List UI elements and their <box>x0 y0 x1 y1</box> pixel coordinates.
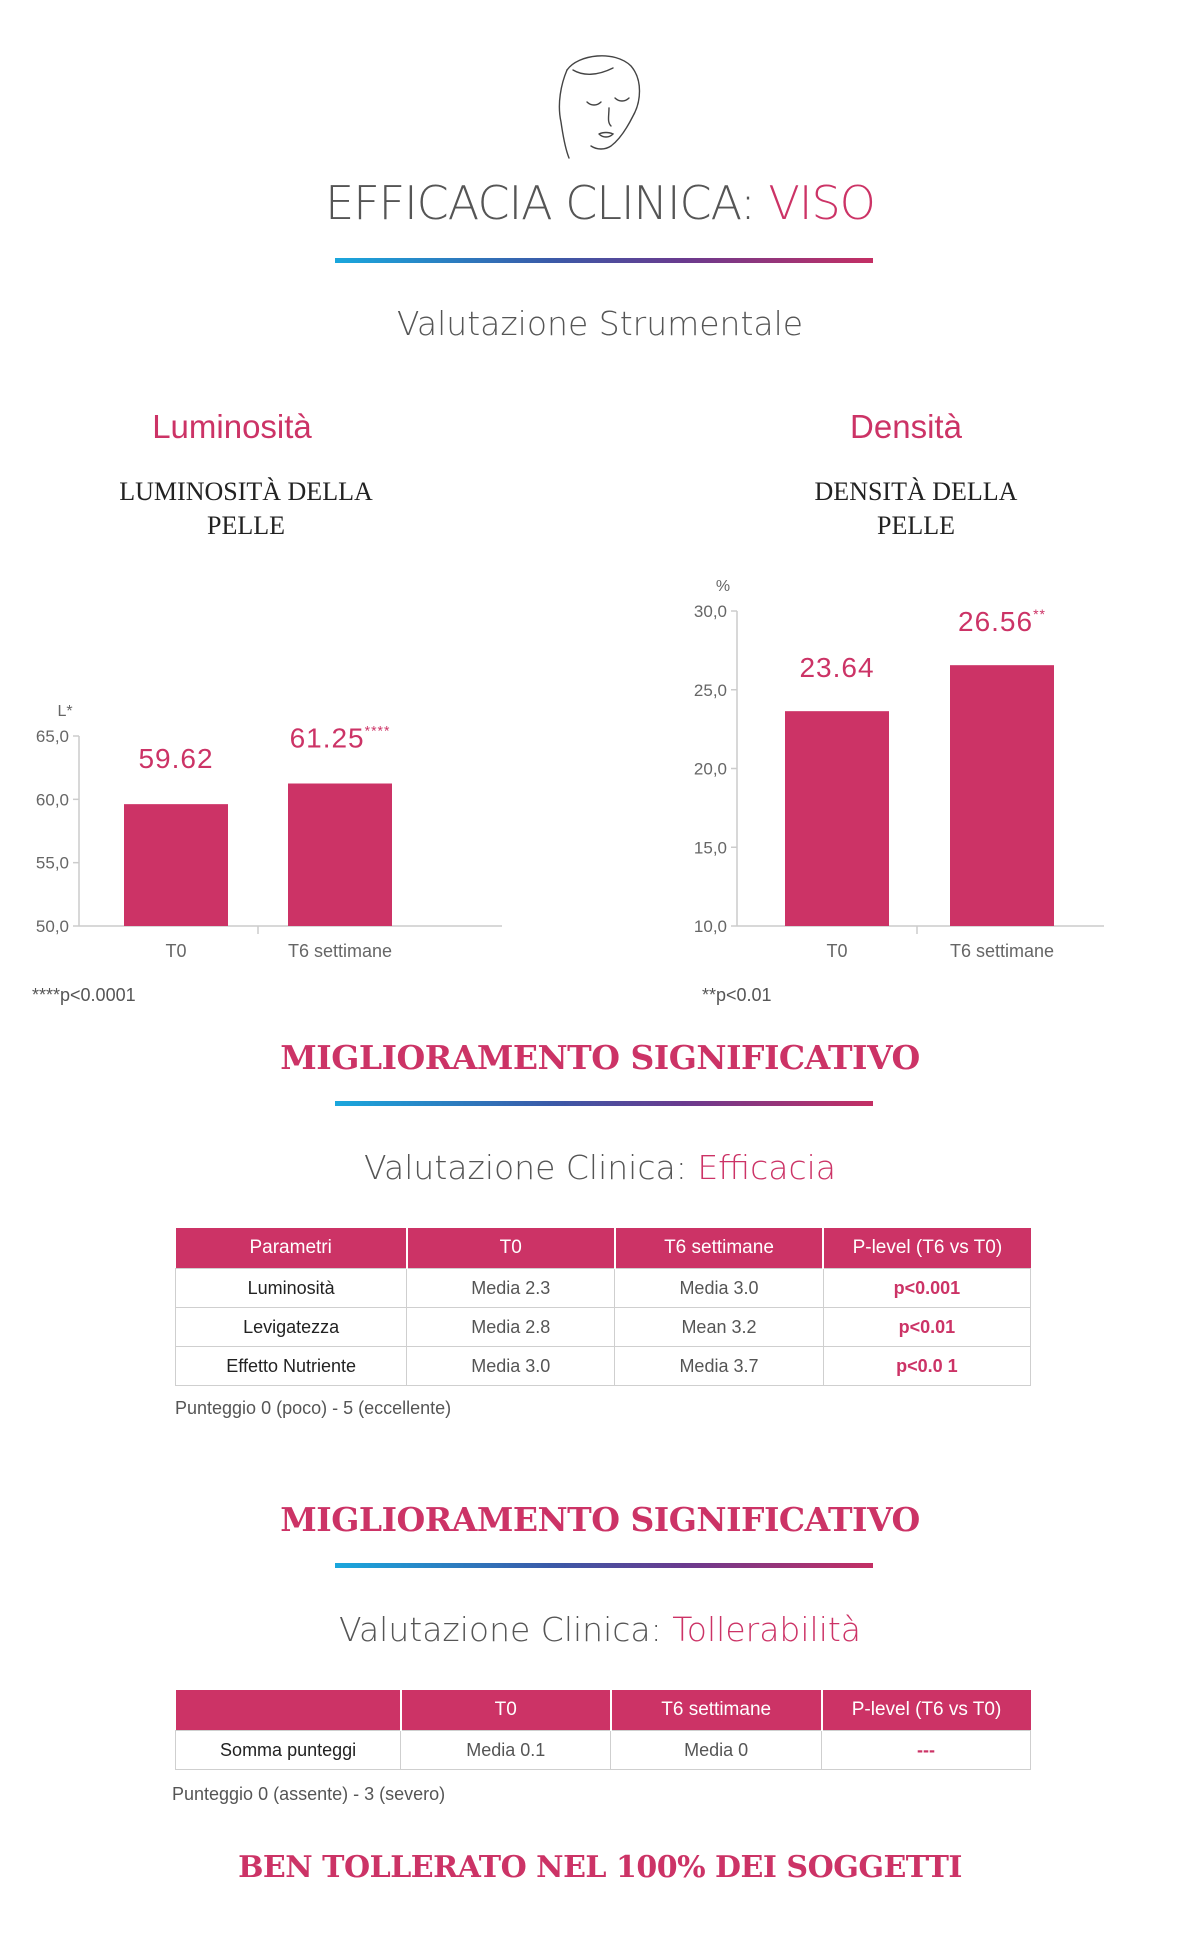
table-cell: Mean 3.2 <box>614 1307 824 1347</box>
face-outline-icon <box>558 55 641 159</box>
column-header: T0 <box>400 1690 612 1731</box>
table-cell: --- <box>821 1730 1031 1770</box>
luminosity-footnote: ****p<0.0001 <box>32 985 136 1005</box>
x-tick-label: T6 settimane <box>288 941 392 961</box>
data-label: 59.62 <box>138 743 213 774</box>
y-tick-label: 55,0 <box>36 854 69 873</box>
table-cell: Somma punteggi <box>174 1730 402 1770</box>
table-row: Levigatezza Media 2.8 Mean 3.2 p<0.01 <box>174 1307 1032 1347</box>
bar <box>785 711 889 926</box>
y-tick-label: 10,0 <box>694 917 727 936</box>
luminosity-chart-title: LUMINOSITÀ DELLA PELLE <box>66 475 426 543</box>
gradient-divider <box>335 1563 873 1568</box>
table-cell: Media 3.7 <box>614 1346 824 1386</box>
column-header: P-level (T6 vs T0) <box>821 1690 1031 1731</box>
y-tick-label: 15,0 <box>694 838 727 857</box>
table-cell: Media 0 <box>610 1730 823 1770</box>
column-header: P-level (T6 vs T0) <box>823 1228 1031 1269</box>
luminosity-chart-title-line2: PELLE <box>207 511 285 540</box>
density-chart-title-line2: PELLE <box>877 511 955 540</box>
data-label: 23.64 <box>799 652 874 683</box>
gradient-divider <box>335 1101 873 1106</box>
efficacy-subtitle: Valutazione Clinica: Efficacia <box>0 1148 1200 1187</box>
table-header-row: T0 T6 settimane P-level (T6 vs T0) <box>175 1690 1031 1731</box>
table-cell: Media 0.1 <box>400 1730 612 1770</box>
y-axis-label: % <box>716 578 730 595</box>
significance-marker: **** <box>365 723 391 739</box>
table-cell: p<0.01 <box>822 1307 1032 1347</box>
data-label: 26.56** <box>958 606 1046 637</box>
density-chart-title: DENSITÀ DELLA PELLE <box>736 475 1096 543</box>
improvement-banner: MIGLIORAMENTO SIGNIFICATIVO <box>280 1038 920 1077</box>
table-cell: p<0.0 1 <box>822 1346 1032 1386</box>
y-tick-label: 65,0 <box>36 727 69 746</box>
y-tick-label: 50,0 <box>36 917 69 936</box>
x-tick-label: T0 <box>826 941 847 961</box>
tolerability-subtitle: Valutazione Clinica: Tollerabilità <box>0 1610 1200 1649</box>
column-header: T6 settimane <box>610 1690 823 1731</box>
table-row: Luminosità Media 2.3 Media 3.0 p<0.001 <box>174 1268 1032 1308</box>
luminosity-heading: Luminosità <box>152 408 312 445</box>
tolerability-table: T0 T6 settimane P-level (T6 vs T0) Somma… <box>174 1690 1031 1770</box>
density-bar-chart: % 10,0 15,0 20,0 25,0 30,0 23.64 T0 26.56** T6 se… <box>694 578 1104 961</box>
instrumental-subtitle: Valutazione Strumentale <box>396 304 804 343</box>
density-heading: Densità <box>850 408 962 445</box>
table-cell: Media 3.0 <box>614 1268 824 1308</box>
table-cell: p<0.001 <box>822 1268 1032 1308</box>
table-cell: Effetto Nutriente <box>174 1346 408 1386</box>
luminosity-bar-chart: L* 50,0 55,0 60,0 65,0 59.62 T0 61.25**** T6 set… <box>36 703 502 961</box>
bar <box>124 804 228 926</box>
table-row: Effetto Nutriente Media 3.0 Media 3.7 p<… <box>174 1346 1032 1386</box>
gradient-divider <box>335 258 873 263</box>
bar <box>950 665 1054 926</box>
efficacy-subtitle-prefix: Valutazione Clinica: <box>364 1148 698 1187</box>
tolerability-scale-note: Punteggio 0 (assente) - 3 (severo) <box>172 1784 446 1804</box>
column-header: Parametri <box>175 1228 408 1269</box>
column-header: T0 <box>406 1228 616 1269</box>
data-label: 61.25**** <box>290 723 391 754</box>
tolerability-subtitle-prefix: Valutazione Clinica: <box>338 1610 673 1649</box>
table-cell: Media 2.8 <box>406 1307 616 1347</box>
efficacy-table: Parametri T0 T6 settimane P-level (T6 vs… <box>174 1228 1032 1386</box>
y-tick-label: 25,0 <box>694 681 727 700</box>
table-cell: Levigatezza <box>174 1307 408 1347</box>
bar <box>288 783 392 926</box>
luminosity-chart-title-line1: LUMINOSITÀ DELLA <box>119 477 373 506</box>
significance-marker: ** <box>1033 606 1046 622</box>
page-title: EFFICACIA CLINICA: VISO <box>0 176 1200 230</box>
column-header: T6 settimane <box>614 1228 825 1269</box>
y-tick-label: 60,0 <box>36 790 69 809</box>
improvement-banner: MIGLIORAMENTO SIGNIFICATIVO <box>280 1500 920 1539</box>
y-tick-label: 20,0 <box>694 760 727 779</box>
column-header <box>175 1690 402 1731</box>
page-title-accent: VISO <box>768 176 875 230</box>
page-title-prefix: EFFICACIA CLINICA: <box>325 176 769 230</box>
y-tick-label: 30,0 <box>694 602 727 621</box>
efficacy-subtitle-accent: Efficacia <box>697 1148 836 1187</box>
y-axis-label: L* <box>57 703 72 720</box>
tolerability-banner: BEN TOLLERATO NEL 100% DEI SOGGETTI <box>238 1850 962 1885</box>
efficacy-scale-note: Punteggio 0 (poco) - 5 (eccellente) <box>175 1398 452 1418</box>
x-tick-label: T0 <box>165 941 186 961</box>
table-header-row: Parametri T0 T6 settimane P-level (T6 vs… <box>175 1228 1031 1269</box>
x-tick-label: T6 settimane <box>950 941 1054 961</box>
tolerability-subtitle-accent: Tollerabilità <box>672 1610 862 1649</box>
table-cell: Media 2.3 <box>406 1268 616 1308</box>
table-cell: Media 3.0 <box>406 1346 616 1386</box>
density-footnote: **p<0.01 <box>702 985 772 1005</box>
density-chart-title-line1: DENSITÀ DELLA <box>814 477 1018 506</box>
table-cell: Luminosità <box>174 1268 408 1308</box>
table-row: Somma punteggi Media 0.1 Media 0 --- <box>174 1730 1031 1770</box>
